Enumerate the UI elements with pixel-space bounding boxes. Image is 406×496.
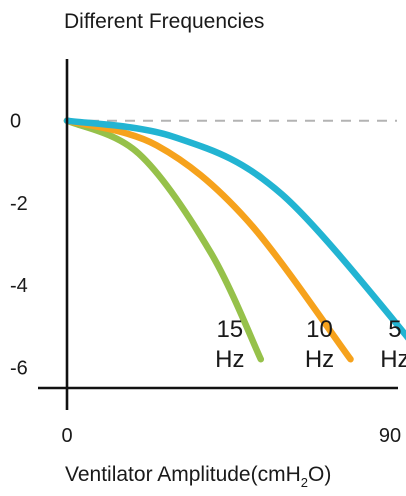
series-line (63, 117, 265, 363)
y-tick-label: 0 (10, 111, 21, 133)
x-tick-labels: 0 90 (61, 425, 401, 447)
series-line (63, 117, 406, 341)
series-label-line2: Hz (380, 346, 406, 373)
y-tick-labels: 0 -2 -4 -6 (10, 111, 28, 380)
series-label-line2: Hz (215, 346, 244, 373)
x-axis-label-subscript: 2 (301, 475, 308, 490)
x-tick-label: 0 (61, 425, 72, 447)
series-label-line2: Hz (305, 346, 334, 373)
x-axis-label: Ventilator Amplitude(cmH2O) (65, 463, 331, 490)
chart-title: Different Frequencies (64, 10, 264, 33)
series-labels: 15 Hz 10 Hz 5 Hz (215, 316, 406, 373)
series-label-line1: 5 (388, 316, 401, 343)
series-line (63, 117, 354, 363)
series-label-line1: 10 (306, 316, 333, 343)
y-tick-label: -2 (10, 193, 28, 215)
x-axis-label-end: O) (308, 463, 331, 486)
y-tick-label: -6 (10, 357, 28, 379)
x-tick-label: 90 (379, 425, 401, 447)
y-tick-label: -4 (10, 275, 28, 297)
x-axis-label-main: Ventilator Amplitude(cmH (65, 463, 301, 486)
series-label-line1: 15 (216, 316, 243, 343)
series-layer (63, 117, 406, 363)
